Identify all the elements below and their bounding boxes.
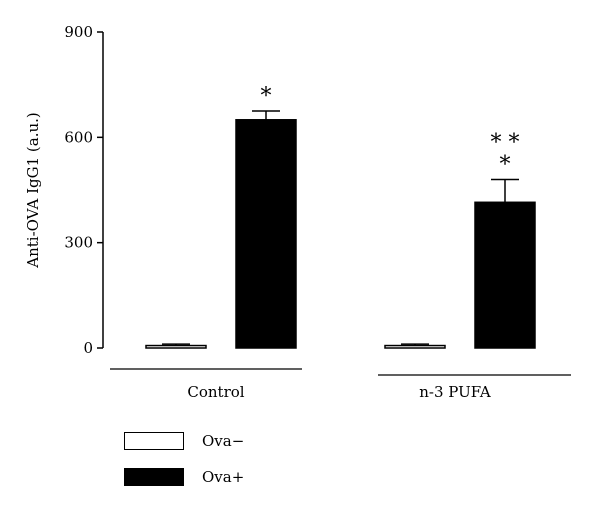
significance-marker: * *: [491, 130, 520, 155]
bar: [474, 201, 536, 349]
y-axis-title: Anti-OVA IgG1 (a.u.): [24, 112, 42, 269]
category-label-control: Control: [187, 383, 244, 401]
bar: [235, 119, 297, 349]
bar: [145, 344, 207, 349]
legend-label-ova-minus: Ova−: [202, 432, 245, 450]
bar: [384, 344, 446, 349]
y-tick-label: 600: [64, 128, 93, 146]
y-tick-label: 300: [64, 234, 93, 252]
legend-label-ova-plus: Ova+: [202, 468, 245, 486]
legend-swatch-ova-minus: [124, 432, 184, 450]
legend-swatch-ova-plus: [124, 468, 184, 486]
y-tick-label: 900: [64, 23, 93, 41]
y-tick-label: 0: [83, 339, 93, 357]
category-label-n3pufa: n-3 PUFA: [419, 383, 491, 401]
significance-marker: *: [500, 152, 511, 177]
significance-marker: *: [261, 84, 272, 109]
